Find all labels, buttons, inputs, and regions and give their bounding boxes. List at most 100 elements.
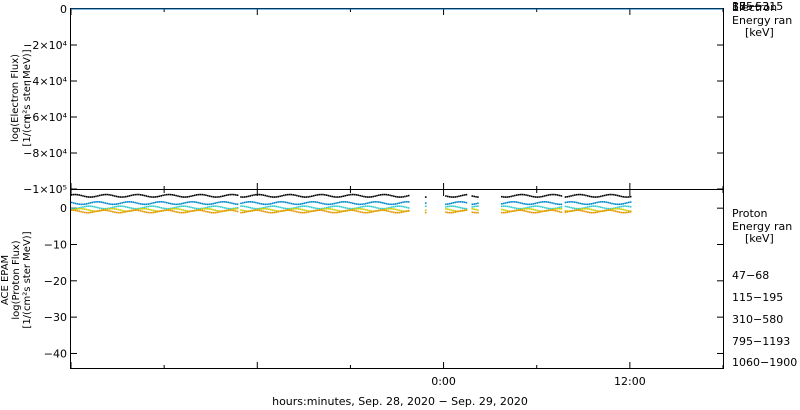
- proton-data-point: [551, 202, 553, 204]
- proton-data-point: [102, 201, 105, 204]
- proton-data-point: [292, 194, 294, 196]
- proton-data-point: [218, 201, 220, 204]
- proton-data-point: [297, 195, 300, 197]
- proton-data-point: [392, 195, 395, 198]
- proton-series: [71, 193, 632, 214]
- proton-data-point: [141, 194, 144, 196]
- proton-data-point: [523, 209, 525, 212]
- proton-data-point: [218, 211, 220, 213]
- proton-data-point: [255, 209, 257, 211]
- proton-data-point: [540, 201, 542, 203]
- proton-data-point: [461, 194, 464, 197]
- proton-data-point: [314, 194, 317, 197]
- proton-data-point: [445, 195, 447, 197]
- proton-data-point: [613, 208, 615, 210]
- proton-data-point: [227, 207, 230, 210]
- proton-data-point: [182, 211, 185, 214]
- proton-data-point: [253, 201, 255, 204]
- proton-data-point: [236, 194, 239, 197]
- proton-panel-frame: [70, 189, 724, 369]
- proton-data-point: [145, 195, 148, 197]
- proton-data-point: [461, 209, 464, 212]
- proton-data-point: [128, 210, 131, 212]
- proton-data-point: [346, 194, 348, 197]
- proton-data-point: [568, 206, 570, 208]
- proton-data-point: [458, 195, 460, 198]
- proton-data-point: [318, 193, 321, 196]
- proton-data-point: [316, 201, 319, 204]
- proton-data-point: [314, 201, 317, 203]
- proton-data-point: [601, 195, 604, 197]
- proton-data-point: [527, 207, 529, 210]
- proton-data-point: [303, 205, 306, 207]
- proton-data-point: [89, 209, 92, 212]
- proton-data-point: [256, 207, 259, 210]
- proton-data-point: [199, 202, 202, 204]
- proton-data-point: [392, 211, 395, 214]
- proton-data-point: [510, 206, 512, 208]
- proton-data-point: [305, 205, 308, 208]
- proton-data-point: [173, 210, 176, 213]
- proton-data-point: [519, 207, 522, 210]
- proton-data-point: [532, 205, 535, 208]
- proton-data-point: [193, 209, 196, 212]
- proton-data-point: [519, 202, 522, 204]
- proton-data-point: [264, 206, 267, 209]
- proton-data-point: [366, 209, 369, 212]
- proton-data-point: [568, 201, 570, 203]
- proton-data-point: [149, 211, 151, 214]
- proton-data-point: [258, 193, 261, 196]
- proton-data-point: [556, 203, 559, 205]
- proton-data-point: [199, 207, 202, 210]
- proton-data-point: [180, 202, 183, 205]
- proton-data-point: [212, 202, 215, 205]
- proton-data-point: [288, 202, 291, 204]
- proton-data-point: [260, 210, 263, 212]
- proton-data-point: [607, 193, 610, 196]
- proton-data-point: [299, 205, 302, 208]
- proton-data-point: [132, 207, 135, 210]
- proton-data-point: [538, 196, 540, 198]
- proton-data-point: [383, 202, 386, 205]
- proton-data-point: [208, 211, 211, 214]
- proton-data-point: [541, 210, 544, 213]
- proton-data-point: [279, 201, 281, 203]
- proton-data-point: [501, 211, 503, 214]
- proton-data-point: [301, 202, 304, 205]
- proton-data-point: [351, 207, 354, 210]
- proton-data-point: [549, 201, 552, 204]
- proton-data-point: [463, 207, 466, 210]
- proton-data-point: [620, 208, 623, 210]
- proton-data-point: [296, 206, 298, 209]
- proton-data-point: [471, 195, 474, 197]
- proton-data-point: [231, 209, 233, 212]
- proton-data-point: [504, 211, 507, 214]
- proton-data-point: [130, 207, 133, 209]
- proton-data-point: [110, 207, 112, 210]
- proton-data-point: [527, 210, 529, 213]
- proton-data-point: [179, 195, 181, 198]
- proton-data-point: [383, 208, 386, 211]
- proton-data-point: [614, 207, 617, 210]
- proton-data-point: [262, 210, 265, 213]
- proton-data-point: [353, 209, 356, 212]
- proton-data-point: [255, 201, 257, 204]
- proton-data-point: [115, 203, 118, 205]
- proton-data-point: [402, 196, 404, 198]
- proton-data-point: [111, 203, 114, 206]
- proton-data-point: [173, 203, 176, 206]
- proton-data-point: [504, 196, 507, 198]
- proton-data-point: [622, 208, 625, 211]
- proton-data-point: [322, 202, 324, 205]
- proton-data-point: [502, 205, 505, 207]
- proton-data-point: [579, 209, 582, 212]
- proton-data-point: [243, 196, 246, 198]
- proton-data-point: [616, 210, 619, 213]
- proton-data-point: [119, 209, 122, 211]
- proton-ylabel-line3: [1/(cm²s ster MeV)]: [22, 231, 33, 328]
- proton-data-point: [110, 207, 112, 209]
- proton-data-point: [318, 201, 321, 204]
- proton-data-point: [205, 210, 207, 213]
- proton-data-point: [568, 195, 570, 198]
- proton-data-point: [141, 207, 144, 210]
